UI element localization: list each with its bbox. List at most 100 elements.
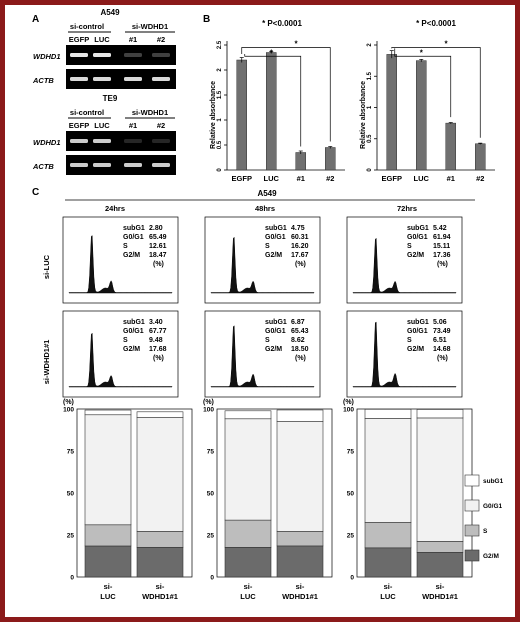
unit-label: (%): [437, 355, 448, 362]
panel-c-label: C: [32, 187, 39, 198]
phase-value: 4.75: [291, 225, 305, 232]
phase-name: S: [123, 243, 128, 250]
y-tick-label: 0: [367, 168, 373, 172]
unit-label: (%): [437, 261, 448, 268]
phase-value: 60.31: [291, 234, 309, 241]
phase-name: S: [123, 337, 128, 344]
legend-label: subG1: [483, 478, 504, 485]
phase-value: 73.49: [433, 328, 451, 335]
stacked-segment: [416, 409, 464, 419]
significance-mark: *: [294, 40, 298, 49]
bar-label: LUC: [240, 592, 256, 601]
gel-band: [70, 77, 88, 81]
gel-band: [93, 139, 111, 143]
bar-label: WDHD1#1: [282, 592, 318, 601]
x-tick-label: EGFP: [382, 174, 402, 183]
stacked-segment: [136, 417, 184, 532]
histogram-frame: [62, 216, 179, 304]
gel-lane-label: EGFP: [69, 121, 89, 130]
chart-ylabel: Relative absorbance: [210, 81, 217, 149]
histogram-frame: [346, 310, 463, 398]
phase-name: subG1: [265, 225, 287, 232]
x-tick-label: #1: [297, 174, 305, 183]
stacked-ylabel: (%): [203, 399, 214, 406]
stacked-segment: [276, 531, 324, 547]
gel-cell-line: TE9: [103, 94, 118, 103]
gel-band: [152, 163, 170, 167]
stacked-frame: [356, 408, 473, 578]
phase-name: G0/G1: [407, 234, 428, 241]
stacked-y-tick: 0: [210, 575, 214, 582]
y-tick-label: 0.5: [217, 140, 223, 149]
stacked-segment: [224, 519, 272, 548]
stacked-y-tick: 25: [67, 533, 75, 540]
phase-name: S: [407, 243, 412, 250]
phase-name: G2/M: [123, 252, 140, 259]
histogram-trace: [210, 236, 315, 294]
timepoint-label: 48hrs: [255, 204, 275, 213]
histogram-trace: [352, 237, 457, 294]
gel-row-label: WDHD1: [33, 52, 61, 61]
unit-label: (%): [153, 261, 164, 268]
phase-value: 6.87: [291, 319, 305, 326]
phase-value: 2.80: [149, 225, 163, 232]
gel-a549: A549 si-control si-WDHD1 EGFP LUC #1 #2 …: [32, 8, 176, 89]
phase-name: G0/G1: [123, 234, 144, 241]
gel-cell-line: A549: [100, 8, 120, 17]
phase-name: G2/M: [265, 346, 282, 353]
stacked-frame: [216, 408, 333, 578]
stacked-segment: [276, 409, 324, 422]
gel-band: [124, 53, 142, 57]
gel-band: [70, 139, 88, 143]
legend-label: S: [483, 528, 488, 535]
phase-name: subG1: [123, 225, 145, 232]
stacked-segment: [416, 552, 464, 578]
bar: [325, 147, 336, 171]
phase-value: 65.43: [291, 328, 309, 335]
figure-canvas: A A549 si-control si-WDHD1 EGFP LUC #1 #…: [32, 8, 504, 601]
y-tick-label: 2.5: [217, 40, 223, 49]
y-tick-label: 0: [217, 168, 223, 172]
x-tick-label: LUC: [414, 174, 430, 183]
x-tick-label: #2: [326, 174, 334, 183]
stacked-y-tick: 75: [67, 449, 75, 456]
stacked-segment: [364, 547, 412, 578]
stacked-y-tick: 75: [347, 449, 355, 456]
gel-band: [93, 77, 111, 81]
stacked-y-tick: 0: [350, 575, 354, 582]
phase-value: 17.68: [149, 346, 167, 353]
chart-ylabel: Relative absorbance: [360, 81, 367, 149]
phase-name: subG1: [265, 319, 287, 326]
phase-name: subG1: [407, 225, 429, 232]
gel-lane-label: #1: [129, 35, 137, 44]
significance-bracket: [244, 54, 302, 147]
phase-value: 18.47: [149, 252, 167, 259]
stacked-segment: [416, 417, 464, 542]
gel-band: [93, 53, 111, 57]
stacked-y-tick: 0: [70, 575, 74, 582]
gel-band: [152, 139, 170, 143]
legend-swatch: [464, 499, 480, 512]
gel-band: [152, 77, 170, 81]
phase-value: 15.11: [433, 243, 450, 250]
histogram-trace: [210, 325, 315, 388]
stacked-y-tick: 100: [203, 407, 214, 414]
gel-te9: TE9 si-control si-WDHD1 EGFP LUC #1 #2 W…: [32, 94, 176, 175]
histogram-frame: [62, 310, 179, 398]
gel-bands: [70, 139, 170, 167]
phase-name: G2/M: [407, 346, 424, 353]
bar: [266, 52, 277, 171]
phase-name: subG1: [123, 319, 145, 326]
phase-name: G0/G1: [407, 328, 428, 335]
stacked-segment: [416, 541, 464, 553]
y-tick-label: 1: [217, 118, 223, 122]
bar-label: si-: [104, 582, 113, 591]
gel-image: [66, 131, 176, 151]
phase-value: 16.20: [291, 243, 309, 250]
bar-label: LUC: [100, 592, 116, 601]
histogram-trace: [68, 332, 173, 388]
bar-label: si-: [296, 582, 305, 591]
histogram-frame: [204, 216, 321, 304]
gel-image: [66, 69, 176, 89]
bar: [475, 143, 486, 171]
